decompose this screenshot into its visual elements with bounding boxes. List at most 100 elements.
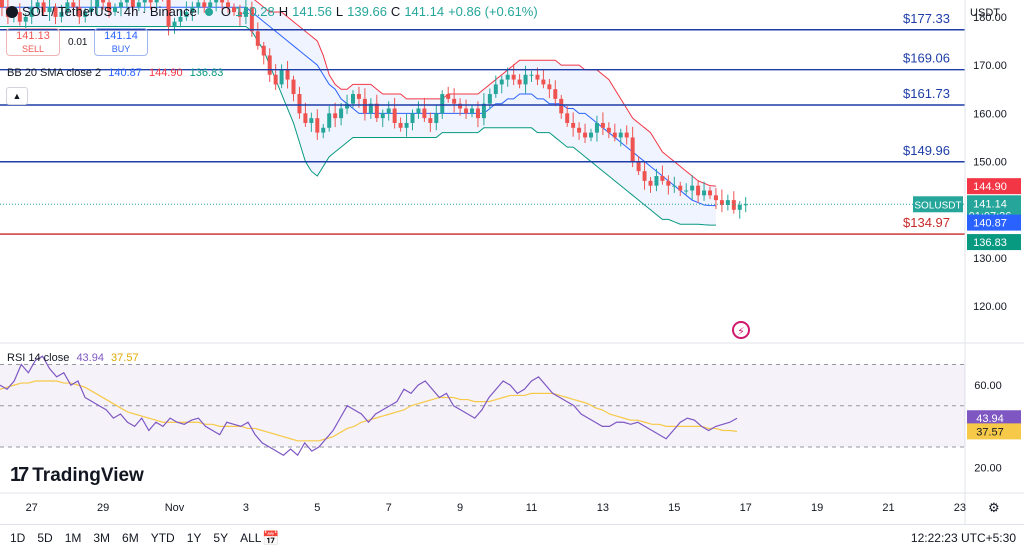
ohlc-low: 139.66: [347, 4, 387, 19]
buy-label: BUY: [111, 44, 131, 54]
candle-body: [690, 185, 695, 191]
candle-body: [589, 132, 593, 138]
candle-body: [309, 118, 314, 123]
candle-body: [481, 103, 486, 119]
candle-body: [386, 108, 391, 114]
candle-body: [452, 98, 457, 104]
candle-body: [511, 74, 516, 80]
candle-body: [285, 69, 290, 80]
candle-body: [368, 103, 373, 114]
candle-body: [59, 12, 64, 17]
spread-value: 0.01: [68, 37, 88, 48]
candle-body: [392, 108, 397, 123]
rsi-line: [0, 355, 738, 457]
candle-body: [600, 122, 605, 128]
candle-body: [743, 204, 748, 206]
range-1y[interactable]: 1Y: [186, 531, 202, 545]
candle-body: [708, 190, 712, 196]
calendar-icon[interactable]: 📅: [262, 530, 280, 546]
candle-body: [731, 200, 736, 210]
candle-body: [124, 0, 129, 3]
buy-price: 141.14: [104, 30, 138, 42]
sell-button[interactable]: 141.13 SELL: [6, 28, 60, 56]
candle-body: [499, 79, 504, 85]
buy-button[interactable]: 141.14 BUY: [94, 28, 148, 56]
candle-body: [470, 108, 474, 114]
candle-body: [89, 7, 94, 13]
candle-body: [142, 0, 147, 3]
sell-price: 141.13: [16, 30, 50, 42]
ohlc-close: 141.14: [404, 4, 445, 19]
candle-body: [148, 0, 153, 3]
candle-body: [380, 113, 385, 119]
tradingview-logo: 17 TradingView: [10, 464, 144, 487]
candle-body: [208, 2, 213, 8]
sell-label: SELL: [21, 44, 45, 54]
range-1d[interactable]: 1D: [10, 531, 26, 545]
ohlc-open-label: O: [220, 4, 231, 19]
time-tick: 21: [882, 502, 894, 514]
rsi-legend[interactable]: RSI 14 close 43.94 37.57: [7, 352, 139, 364]
candle-body: [464, 108, 469, 114]
candle-body: [458, 103, 463, 109]
candle-body: [17, 12, 22, 22]
candle-body: [702, 190, 707, 196]
bb-badge-basis: [967, 214, 1021, 231]
candle-body: [362, 98, 367, 114]
range-1m[interactable]: 1M: [64, 531, 82, 545]
range-ytd[interactable]: YTD: [150, 531, 175, 545]
lightning-icon[interactable]: ⚡: [732, 321, 750, 339]
candle-body: [398, 122, 403, 128]
bottom-toolbar: 1D 5D 1M 3M 6M YTD 1Y 5Y ALL 📅 12:22:23 UTC+5:30: [0, 524, 1024, 551]
range-5y[interactable]: 5Y: [213, 531, 229, 545]
rsi-ma-value: 37.57: [111, 352, 139, 364]
candle-body: [196, 2, 201, 8]
candle-body: [422, 108, 427, 119]
range-6m[interactable]: 6M: [122, 531, 139, 545]
candle-body: [547, 84, 552, 90]
gear-icon[interactable]: ⚙: [988, 500, 1000, 515]
bb-legend[interactable]: BB 20 SMA close 2 140.87 144.90 136.83: [7, 67, 223, 79]
candle-body: [237, 12, 242, 17]
candle-body: [190, 7, 195, 13]
rsi-value-badge-label: 43.94: [976, 413, 1004, 425]
price-tick: 180.00: [973, 12, 1007, 24]
bb-legend-label: BB 20 SMA close 2: [7, 67, 102, 79]
clock[interactable]: 12:22:23 UTC+5:30: [910, 531, 1016, 545]
time-tick: 15: [668, 502, 680, 514]
candle-body: [618, 132, 623, 138]
candle-body: [345, 103, 350, 109]
currency-selector[interactable]: USDT: [970, 7, 1000, 19]
candle-body: [713, 195, 718, 201]
candle-body: [654, 176, 659, 186]
bb-basis-value: 140.87: [108, 67, 142, 79]
candle-body: [113, 7, 117, 13]
range-all[interactable]: ALL: [240, 531, 262, 545]
symbol-title: SOL / TetherUS · 4h · Binance: [22, 4, 197, 19]
candle-body: [53, 7, 58, 17]
range-5d[interactable]: 5D: [37, 531, 53, 545]
candle-body: [594, 122, 599, 133]
ohlc-close-label: C: [390, 4, 401, 19]
range-3m[interactable]: 3M: [93, 531, 111, 545]
level-label: $169.06: [903, 51, 950, 66]
level-label: $149.96: [903, 143, 950, 158]
collapse-legend-button[interactable]: ▲: [6, 87, 28, 105]
candle-body: [493, 84, 498, 95]
bb-badge-upper: [967, 178, 1021, 195]
candle-body: [333, 113, 338, 119]
ohlc-high-label: H: [278, 4, 289, 19]
candle-body: [630, 137, 635, 162]
candle-body: [184, 12, 189, 17]
candle-body: [339, 108, 344, 119]
candle-body: [559, 98, 564, 114]
candle-body: [29, 7, 34, 17]
candle-body: [267, 55, 272, 75]
candle-body: [475, 108, 480, 119]
candle-body: [356, 94, 361, 99]
candle-body: [684, 190, 689, 192]
level-label: $134.97: [903, 215, 950, 230]
candle-body: [249, 7, 254, 32]
